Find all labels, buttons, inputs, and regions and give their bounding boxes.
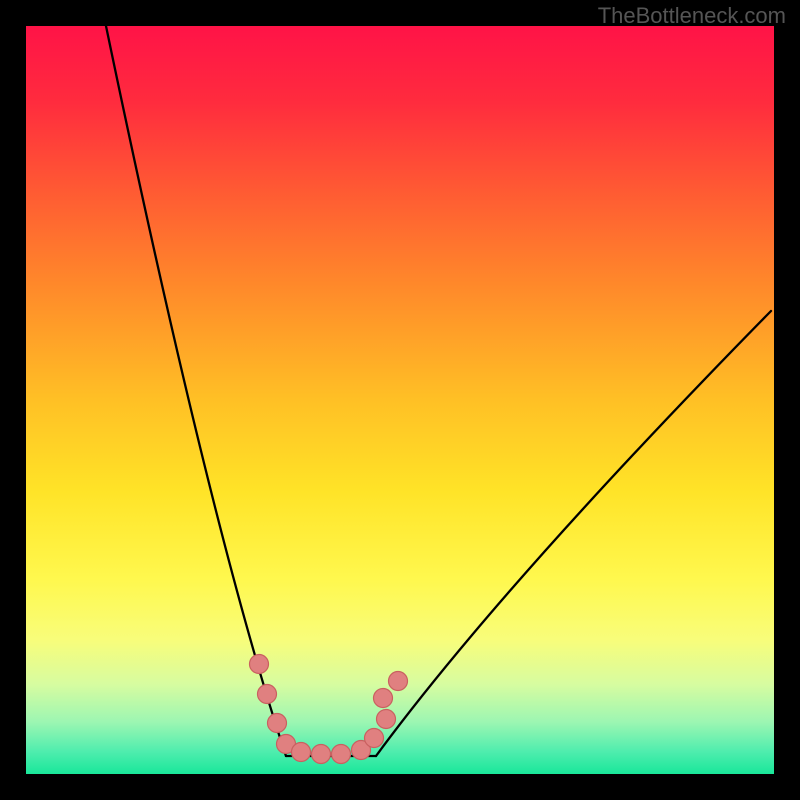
curve-layer bbox=[26, 26, 774, 774]
marker-point bbox=[377, 710, 396, 729]
marker-point bbox=[374, 689, 393, 708]
marker-point bbox=[332, 745, 351, 764]
marker-point bbox=[389, 672, 408, 691]
watermark: TheBottleneck.com bbox=[598, 3, 786, 29]
marker-point bbox=[268, 714, 287, 733]
marker-point bbox=[258, 685, 277, 704]
marker-point bbox=[365, 729, 384, 748]
marker-point bbox=[250, 655, 269, 674]
curve-left bbox=[106, 26, 286, 756]
plot-area bbox=[26, 26, 774, 774]
marker-point bbox=[312, 745, 331, 764]
marker-point bbox=[292, 743, 311, 762]
chart-root: TheBottleneck.com bbox=[0, 0, 800, 800]
curve-right bbox=[376, 311, 771, 756]
